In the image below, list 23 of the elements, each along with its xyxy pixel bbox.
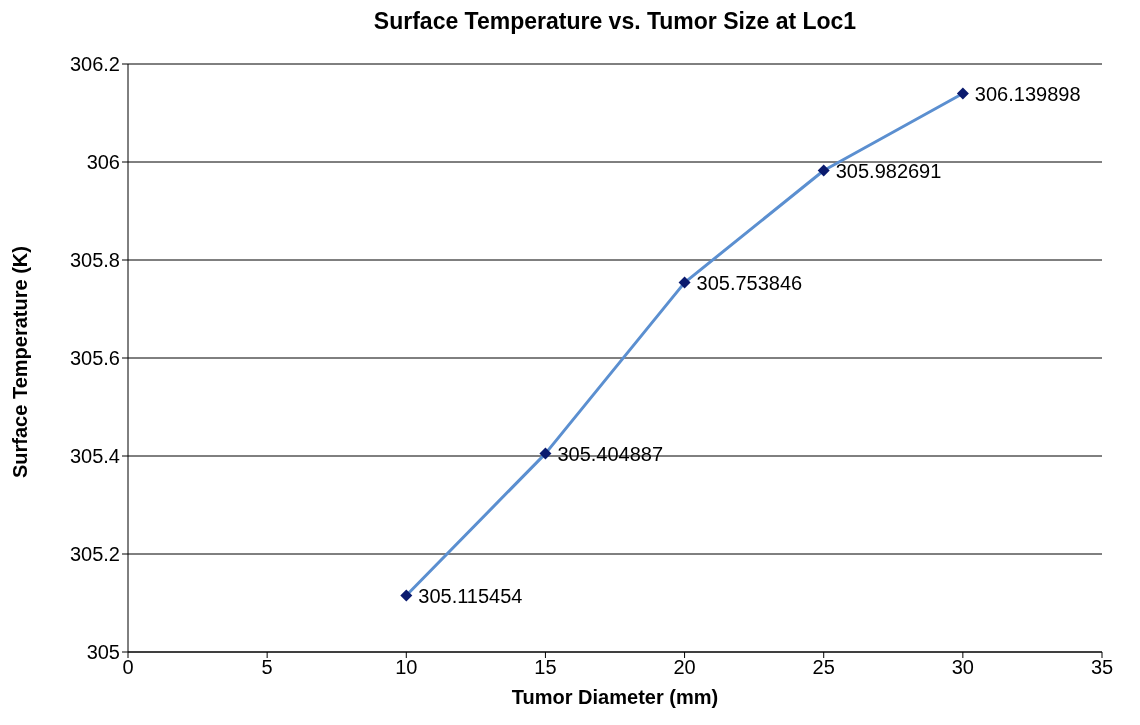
- x-tick-label: 0: [122, 656, 134, 679]
- y-tick-label: 305.4: [69, 445, 120, 468]
- y-tick-label: 305.2: [69, 543, 120, 566]
- x-tick-label: 20: [673, 656, 696, 679]
- y-axis-title: Surface Temperature (K): [9, 246, 32, 478]
- x-axis-title: Tumor Diameter (mm): [511, 686, 719, 708]
- x-tick-label: 10: [395, 656, 418, 679]
- data-label: 305.115454: [418, 584, 523, 607]
- data-label: 305.753846: [696, 271, 803, 294]
- y-tick-label: 305.8: [69, 249, 120, 272]
- x-tick-label: 30: [951, 656, 974, 679]
- x-tick-label: 5: [261, 656, 273, 679]
- data-label: 306.139898: [974, 82, 1081, 105]
- x-tick-label: 35: [1090, 656, 1114, 679]
- data-label: 305.982691: [835, 159, 942, 182]
- y-tick-label: 306: [86, 151, 120, 174]
- chart-title: Surface Temperature vs. Tumor Size at Loc1: [372, 8, 858, 36]
- x-tick-label: 15: [534, 656, 557, 679]
- y-tick-label: 305.6: [69, 347, 120, 370]
- y-tick-label: 306.2: [69, 53, 120, 76]
- y-tick-label: 305: [86, 641, 120, 664]
- data-label: 305.404887: [557, 442, 664, 465]
- x-tick-label: 25: [812, 656, 835, 679]
